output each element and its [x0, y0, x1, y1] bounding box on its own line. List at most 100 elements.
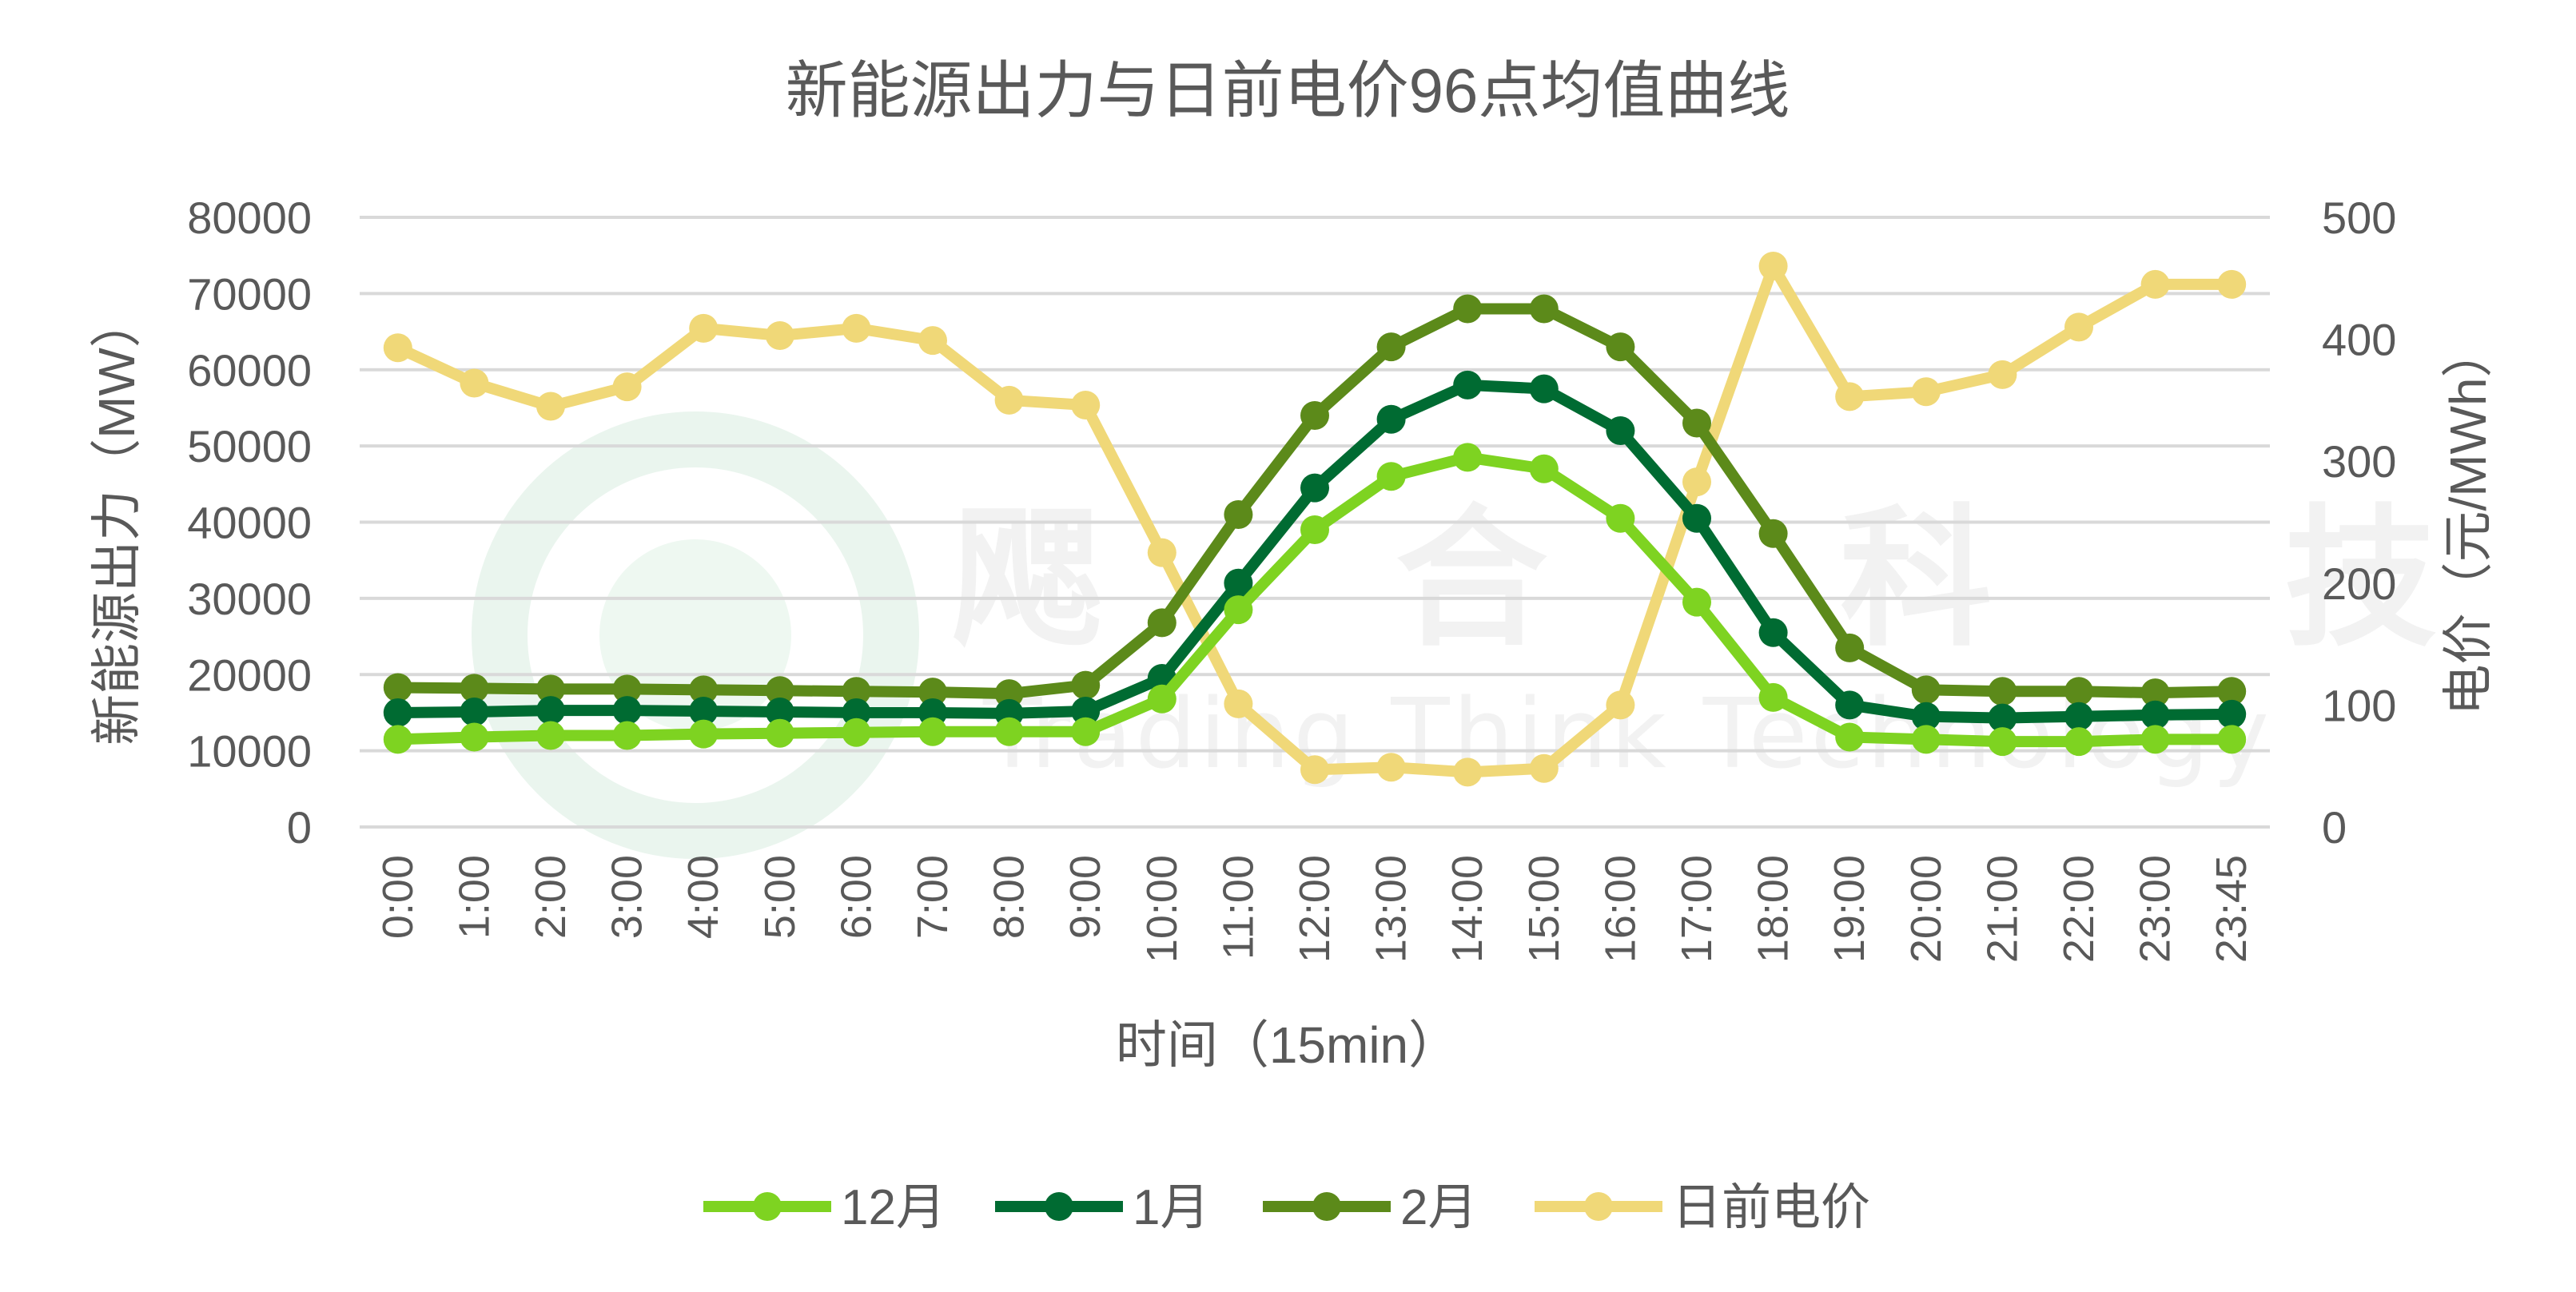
- data-point: [1376, 462, 1406, 491]
- data-point: [536, 696, 565, 726]
- data-point: [383, 725, 412, 754]
- watermark-logo-inner: [599, 539, 791, 731]
- x-tick-label: 10:00: [1138, 855, 1186, 963]
- x-tick-label: 13:00: [1368, 855, 1415, 963]
- data-point: [994, 679, 1024, 709]
- x-tick-label: 8:00: [985, 855, 1033, 939]
- legend-swatch-marker: [1584, 1192, 1613, 1221]
- y-tick-label-left: 10000: [187, 726, 312, 777]
- data-point: [1376, 404, 1406, 434]
- data-point: [1529, 294, 1559, 324]
- data-point: [1071, 697, 1101, 726]
- y-tick-label-left: 70000: [187, 268, 312, 319]
- data-point: [1147, 608, 1177, 638]
- y-axis-right-title: 电价（元/MWh）: [2439, 326, 2497, 715]
- data-point: [1071, 670, 1101, 700]
- data-point: [1224, 568, 1253, 598]
- data-point: [1224, 499, 1253, 529]
- data-point: [1300, 755, 1329, 785]
- data-point: [2217, 699, 2247, 729]
- data-point: [689, 697, 719, 726]
- y-tick-label-left: 0: [287, 802, 312, 853]
- legend-label: 日前电价: [1672, 1180, 1870, 1235]
- x-axis: 0:00 1:00 2:00 3:00 4:00 5:00 6:00 7:00 8:00 9:00…: [374, 855, 2255, 963]
- data-point: [1988, 703, 2017, 733]
- x-tick-label: 12:00: [1291, 855, 1339, 963]
- x-axis-title: 时间（15min）: [1116, 1016, 1459, 1074]
- data-point: [460, 697, 489, 726]
- data-point: [383, 673, 412, 702]
- y-tick-label-left: 40000: [187, 498, 312, 548]
- x-tick-label: 1:00: [450, 855, 498, 939]
- watermark-logo: [472, 411, 919, 859]
- data-point: [1988, 360, 2017, 389]
- data-point: [689, 313, 719, 343]
- y-tick-label-left: 50000: [187, 421, 312, 471]
- data-point: [460, 674, 489, 703]
- data-point: [918, 326, 947, 356]
- y-tick-label-right: 400: [2322, 315, 2396, 365]
- data-point: [1224, 689, 1253, 718]
- data-point: [1835, 633, 1865, 662]
- data-point: [383, 698, 412, 727]
- y-axis-right: 0 100 200 300 400 500: [2322, 193, 2396, 853]
- data-point: [1376, 332, 1406, 362]
- data-point: [1682, 467, 1711, 497]
- data-point: [1453, 443, 1483, 472]
- data-point: [1224, 595, 1253, 625]
- data-point: [2064, 702, 2093, 731]
- data-point: [765, 718, 794, 748]
- x-tick-label: 20:00: [1902, 855, 1950, 963]
- data-point: [689, 719, 719, 749]
- x-tick-label: 7:00: [909, 855, 957, 939]
- data-point: [2217, 725, 2247, 754]
- x-tick-label: 17:00: [1673, 855, 1721, 963]
- data-point: [1453, 294, 1483, 324]
- data-point: [1071, 391, 1101, 420]
- data-point: [1758, 618, 1788, 647]
- data-point: [1606, 503, 1635, 533]
- data-point: [2064, 312, 2093, 342]
- y-tick-label-right: 100: [2322, 680, 2396, 730]
- x-tick-label: 14:00: [1443, 855, 1491, 963]
- data-point: [1606, 416, 1635, 446]
- legend-label: 2月: [1400, 1180, 1477, 1235]
- x-tick-label: 15:00: [1520, 855, 1568, 963]
- series-3: [383, 252, 2247, 787]
- data-point: [765, 321, 794, 351]
- y-tick-label-left: 80000: [187, 193, 312, 243]
- x-tick-label: 3:00: [603, 855, 651, 939]
- data-point: [1300, 400, 1329, 430]
- data-point: [842, 718, 871, 747]
- data-point: [1300, 515, 1329, 545]
- data-point: [1911, 675, 1941, 705]
- data-point: [1682, 587, 1711, 617]
- data-point: [842, 698, 871, 727]
- data-point: [460, 722, 489, 752]
- x-tick-label: 23:00: [2132, 855, 2180, 963]
- data-point: [536, 674, 565, 704]
- data-point: [612, 721, 642, 750]
- x-tick-label: 22:00: [2055, 855, 2103, 963]
- data-point: [1835, 690, 1865, 720]
- y-tick-label-right: 200: [2322, 559, 2396, 609]
- x-tick-label: 2:00: [527, 855, 575, 939]
- data-point: [2140, 700, 2170, 729]
- data-point: [1453, 370, 1483, 400]
- data-point: [383, 333, 412, 363]
- series-0: [383, 443, 2247, 757]
- x-tick-label: 11:00: [1214, 855, 1262, 960]
- y-tick-label-left: 30000: [187, 574, 312, 624]
- data-point: [2140, 678, 2170, 708]
- data-point: [1529, 374, 1559, 404]
- series-2: [383, 294, 2247, 709]
- x-tick-label: 0:00: [374, 855, 422, 939]
- data-point: [1758, 682, 1788, 712]
- data-point: [1682, 408, 1711, 438]
- data-point: [1835, 382, 1865, 411]
- data-point: [1529, 753, 1559, 783]
- data-point: [612, 674, 642, 704]
- x-tick-label: 19:00: [1825, 855, 1873, 963]
